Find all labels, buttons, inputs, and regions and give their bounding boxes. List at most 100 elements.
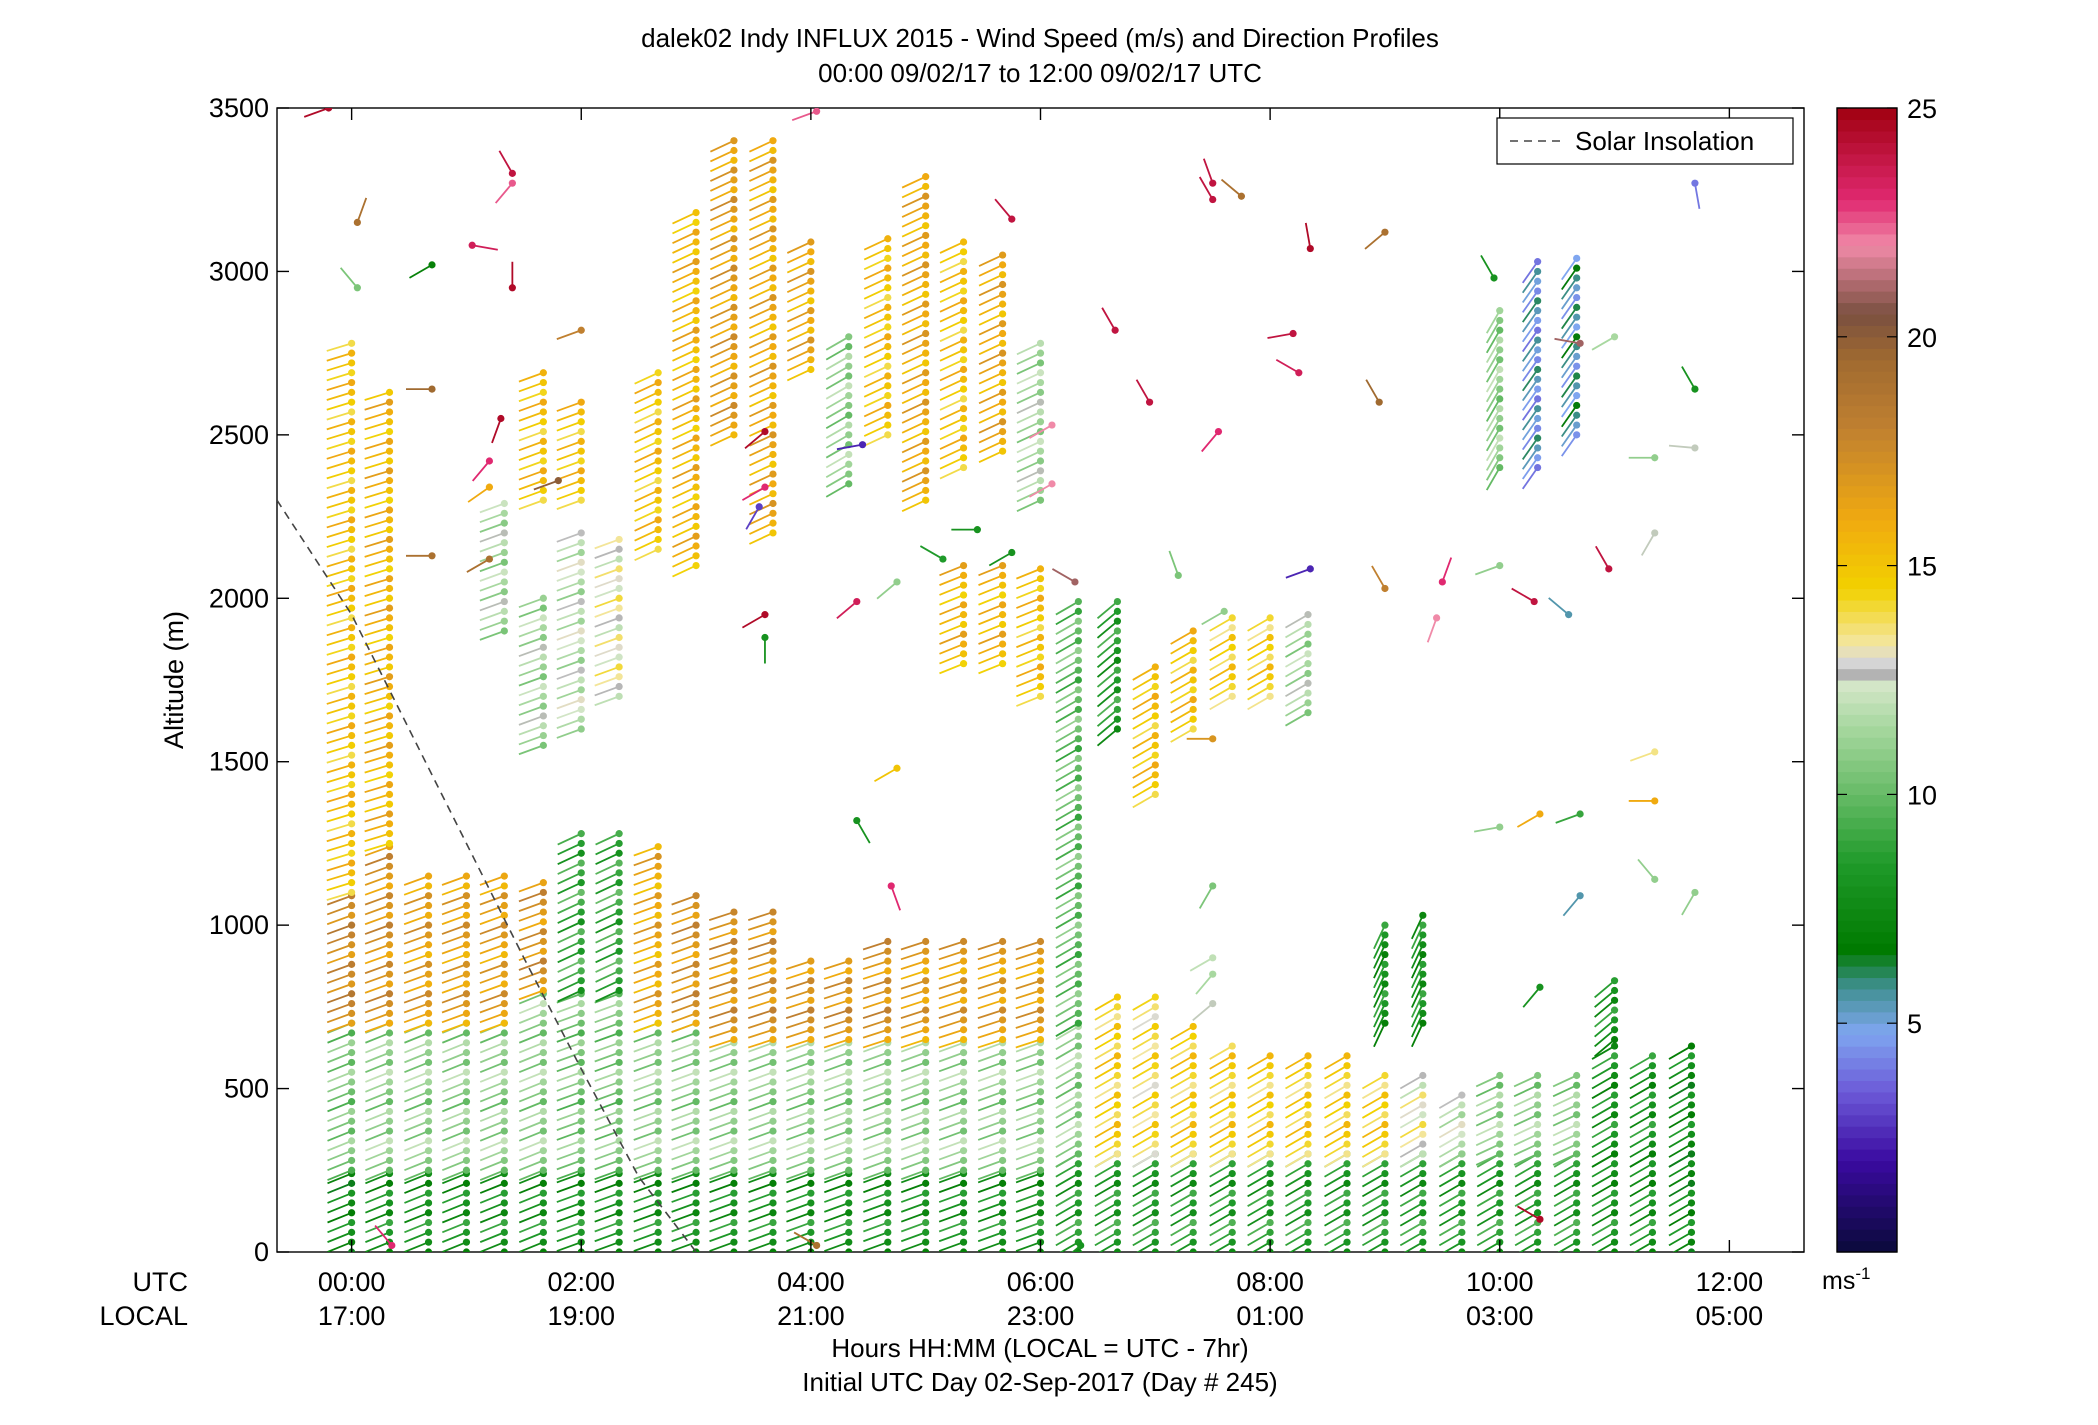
wind-barb-line bbox=[556, 541, 582, 553]
wind-barb-dot bbox=[1419, 1209, 1427, 1217]
wind-barb-dot bbox=[807, 1068, 815, 1076]
wind-barb-line bbox=[709, 1090, 735, 1102]
wind-barb-dot bbox=[554, 477, 562, 485]
wind-barb-line bbox=[326, 420, 352, 431]
wind-barb-dot bbox=[654, 1156, 662, 1165]
colorbar-swatch bbox=[1837, 222, 1897, 235]
wind-barb-line bbox=[1438, 1202, 1463, 1217]
wind-barb-line bbox=[472, 244, 498, 251]
wind-barb-dot bbox=[462, 1228, 471, 1236]
wind-barb-dot bbox=[884, 382, 892, 390]
wind-barb-line bbox=[1361, 1133, 1386, 1149]
wind-barb-dot bbox=[348, 830, 356, 838]
wind-barb-line bbox=[1361, 1113, 1386, 1129]
wind-barb-line bbox=[365, 1140, 390, 1152]
wind-barb-dot bbox=[1209, 999, 1217, 1008]
wind-barb-dot bbox=[1534, 1111, 1542, 1119]
wind-barb-line bbox=[365, 1130, 390, 1142]
wind-barb-line bbox=[327, 1120, 352, 1132]
wind-barb-line bbox=[479, 620, 505, 631]
wind-barb-line bbox=[327, 1202, 352, 1214]
wind-barb-line bbox=[479, 1022, 505, 1033]
wind-barb-line bbox=[1285, 1192, 1309, 1207]
wind-barb-dot bbox=[385, 1117, 394, 1125]
wind-barb-dot bbox=[884, 957, 892, 965]
wind-barb-dot bbox=[959, 454, 968, 462]
wind-barb-line bbox=[518, 744, 544, 756]
wind-barb-line bbox=[901, 430, 927, 444]
wind-barb-dot bbox=[769, 1166, 777, 1174]
wind-barb-line bbox=[1399, 1221, 1424, 1237]
wind-barb-dot bbox=[1573, 1101, 1581, 1109]
wind-barb-dot bbox=[654, 1127, 662, 1135]
wind-barb-dot bbox=[845, 372, 853, 380]
wind-barb-dot bbox=[1113, 1179, 1122, 1187]
wind-barb-dot bbox=[539, 1107, 547, 1116]
wind-barb-dot bbox=[325, 108, 333, 112]
wind-barb-line bbox=[901, 293, 927, 307]
wind-barb-line bbox=[1094, 1113, 1118, 1129]
wind-barb-line bbox=[863, 1100, 889, 1112]
wind-barb-dot bbox=[1151, 1013, 1159, 1021]
wind-barb-line bbox=[556, 1172, 582, 1184]
wind-barb-dot bbox=[462, 901, 471, 910]
wind-barb-line bbox=[634, 528, 659, 542]
wind-barb-line bbox=[403, 885, 429, 896]
wind-barb-line bbox=[326, 558, 352, 568]
wind-barb-dot bbox=[730, 244, 738, 253]
wind-barb-line bbox=[595, 881, 620, 895]
wind-barb-line bbox=[901, 489, 927, 503]
wind-barb-dot bbox=[577, 1166, 585, 1174]
wind-barb-dot bbox=[1610, 1120, 1619, 1129]
colorbar-swatch bbox=[1837, 245, 1897, 258]
wind-barb-dot bbox=[1228, 1179, 1236, 1187]
wind-barb-line bbox=[672, 260, 697, 274]
wind-barb-line bbox=[749, 277, 774, 290]
wind-barb-line bbox=[326, 577, 352, 588]
wind-barb-dot bbox=[1266, 1101, 1274, 1109]
wind-barb-dot bbox=[385, 941, 394, 949]
wind-barb-line bbox=[1373, 993, 1386, 1018]
wind-barb-line bbox=[326, 963, 352, 975]
wind-barb-dot bbox=[807, 996, 815, 1004]
wind-barb-dot bbox=[1228, 653, 1236, 661]
wind-barb-line bbox=[364, 705, 390, 715]
wind-barb-line bbox=[748, 1211, 774, 1223]
wind-barb-line bbox=[633, 1149, 659, 1161]
wind-barb-line bbox=[364, 924, 390, 935]
wind-barb-line bbox=[403, 973, 429, 984]
wind-barb-dot bbox=[692, 901, 700, 910]
wind-barb-dot bbox=[922, 339, 930, 347]
wind-barb-dot bbox=[922, 418, 930, 426]
wind-barb-line bbox=[1055, 620, 1079, 635]
wind-barb-dot bbox=[500, 1156, 508, 1165]
wind-barb-line bbox=[1170, 1055, 1194, 1070]
wind-barb-line bbox=[786, 329, 812, 343]
wind-barb-line bbox=[327, 1159, 352, 1172]
wind-barb-dot bbox=[539, 643, 547, 651]
wind-barb-dot bbox=[769, 284, 777, 292]
wind-barb-line bbox=[672, 339, 697, 352]
wind-barb-line bbox=[824, 1140, 850, 1151]
wind-barb-dot bbox=[769, 1098, 777, 1106]
wind-barb-dot bbox=[615, 879, 623, 887]
wind-barb-line bbox=[633, 1169, 659, 1181]
wind-barb-dot bbox=[692, 434, 700, 442]
wind-barb-line bbox=[557, 970, 582, 983]
wind-barb-dot bbox=[1151, 1101, 1159, 1109]
wind-barb-dot bbox=[615, 633, 623, 642]
wind-barb-dot bbox=[999, 1166, 1007, 1174]
wind-barb-dot bbox=[539, 673, 547, 681]
wind-barb-line bbox=[1681, 892, 1696, 916]
wind-barb-dot bbox=[348, 731, 356, 740]
wind-barb-dot bbox=[462, 1107, 471, 1116]
wind-barb-dot bbox=[500, 617, 508, 625]
wind-barb-line bbox=[479, 1172, 505, 1185]
wind-barb-dot bbox=[1074, 735, 1082, 743]
wind-barb-line bbox=[748, 1130, 774, 1141]
wind-barb-dot bbox=[1304, 1228, 1312, 1236]
wind-barb-dot bbox=[959, 1026, 968, 1034]
wind-barb-dot bbox=[1113, 715, 1122, 723]
wind-barb-dot bbox=[424, 1127, 433, 1135]
wind-barb-dot bbox=[1228, 624, 1236, 632]
